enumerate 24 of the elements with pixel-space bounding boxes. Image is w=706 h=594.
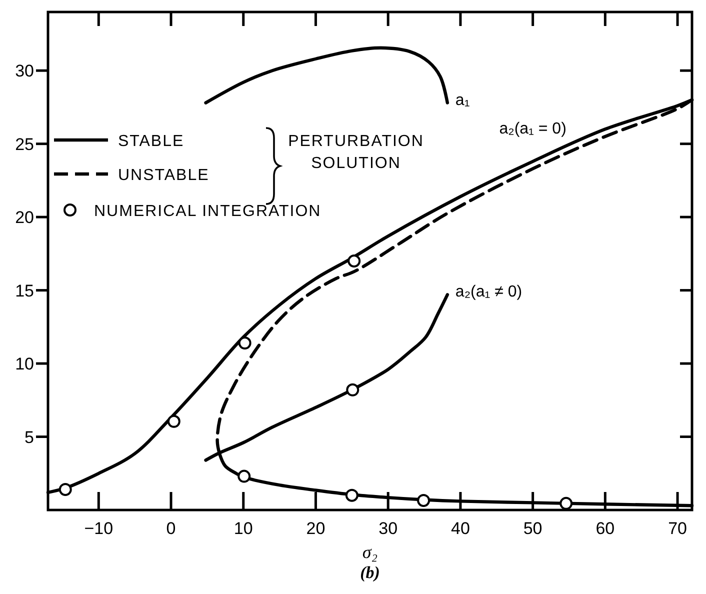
legend-label: STABLE: [118, 133, 184, 150]
x-axis-title: σ₂: [362, 542, 378, 562]
legend-label: UNSTABLE: [118, 167, 210, 184]
y-tick-label: 5: [24, 428, 34, 447]
y-tick-label: 30: [15, 62, 34, 81]
x-tick-label: 50: [523, 519, 542, 538]
x-tick-label: 10: [234, 519, 253, 538]
x-tick-label: 60: [596, 519, 615, 538]
x-tick-label: 40: [450, 519, 470, 538]
series-label: a₁: [455, 92, 470, 109]
y-tick-label: 10: [15, 354, 34, 374]
x-tick-label: 70: [668, 519, 687, 538]
legend-title: PERTURBATION SOLUTION: [288, 133, 424, 172]
y-tick-label: 25: [15, 134, 34, 154]
x-tick-label: 30: [378, 519, 398, 538]
y-tick-label: 20: [15, 208, 34, 228]
series-label: a₂(a₁ ≠ 0): [455, 284, 522, 301]
text: (b): [360, 563, 380, 582]
x-tick-label: −10: [84, 519, 114, 538]
y-tick-label: 15: [15, 281, 34, 300]
x-tick-label: 0: [166, 519, 176, 538]
x-tick-label: 20: [306, 519, 326, 538]
series-label: a₂(a₁ = 0): [499, 120, 566, 138]
legend-label: NUMERICAL INTEGRATION: [94, 203, 322, 220]
